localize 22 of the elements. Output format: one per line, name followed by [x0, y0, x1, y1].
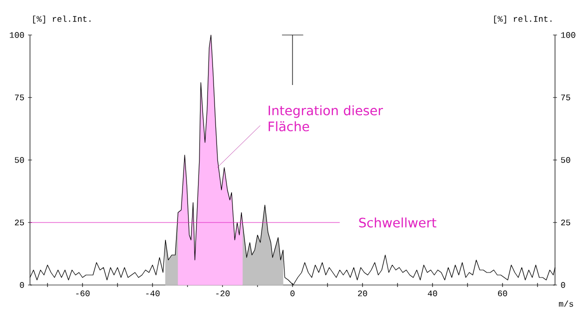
y2-tick-label: 75 [561, 94, 570, 100]
x-tick-label: -20 [216, 290, 230, 296]
y2-tick-label: 100 [561, 32, 576, 38]
x-tick-label: -60 [76, 290, 90, 296]
y-tick-label: 100 [10, 32, 24, 38]
annotation: Integration dieser Fläche [268, 105, 383, 132]
y2-tick-label: 50 [561, 157, 570, 163]
ref-line-label: Schwellwert [359, 217, 436, 228]
x-tick-label: 0 [290, 290, 295, 296]
y-tick-label: 75 [14, 94, 24, 100]
x-tick-label: -40 [146, 290, 160, 296]
y-tick-label: 0 [20, 282, 24, 288]
x-tick-label: 20 [358, 290, 368, 296]
y2-tick-label: 25 [561, 220, 570, 226]
x-tick-label: 60 [498, 290, 508, 296]
y-tick-label: 25 [14, 220, 24, 226]
y2-tick-label: 0 [561, 282, 566, 288]
y-tick-label: 50 [14, 157, 24, 163]
x-axis-title: m/s [558, 300, 574, 307]
x-tick-label: 40 [428, 290, 438, 296]
y-axis-title: [%] rel.Int. [33, 16, 90, 24]
y2-axis-title: [%] rel.Int. [494, 16, 552, 24]
